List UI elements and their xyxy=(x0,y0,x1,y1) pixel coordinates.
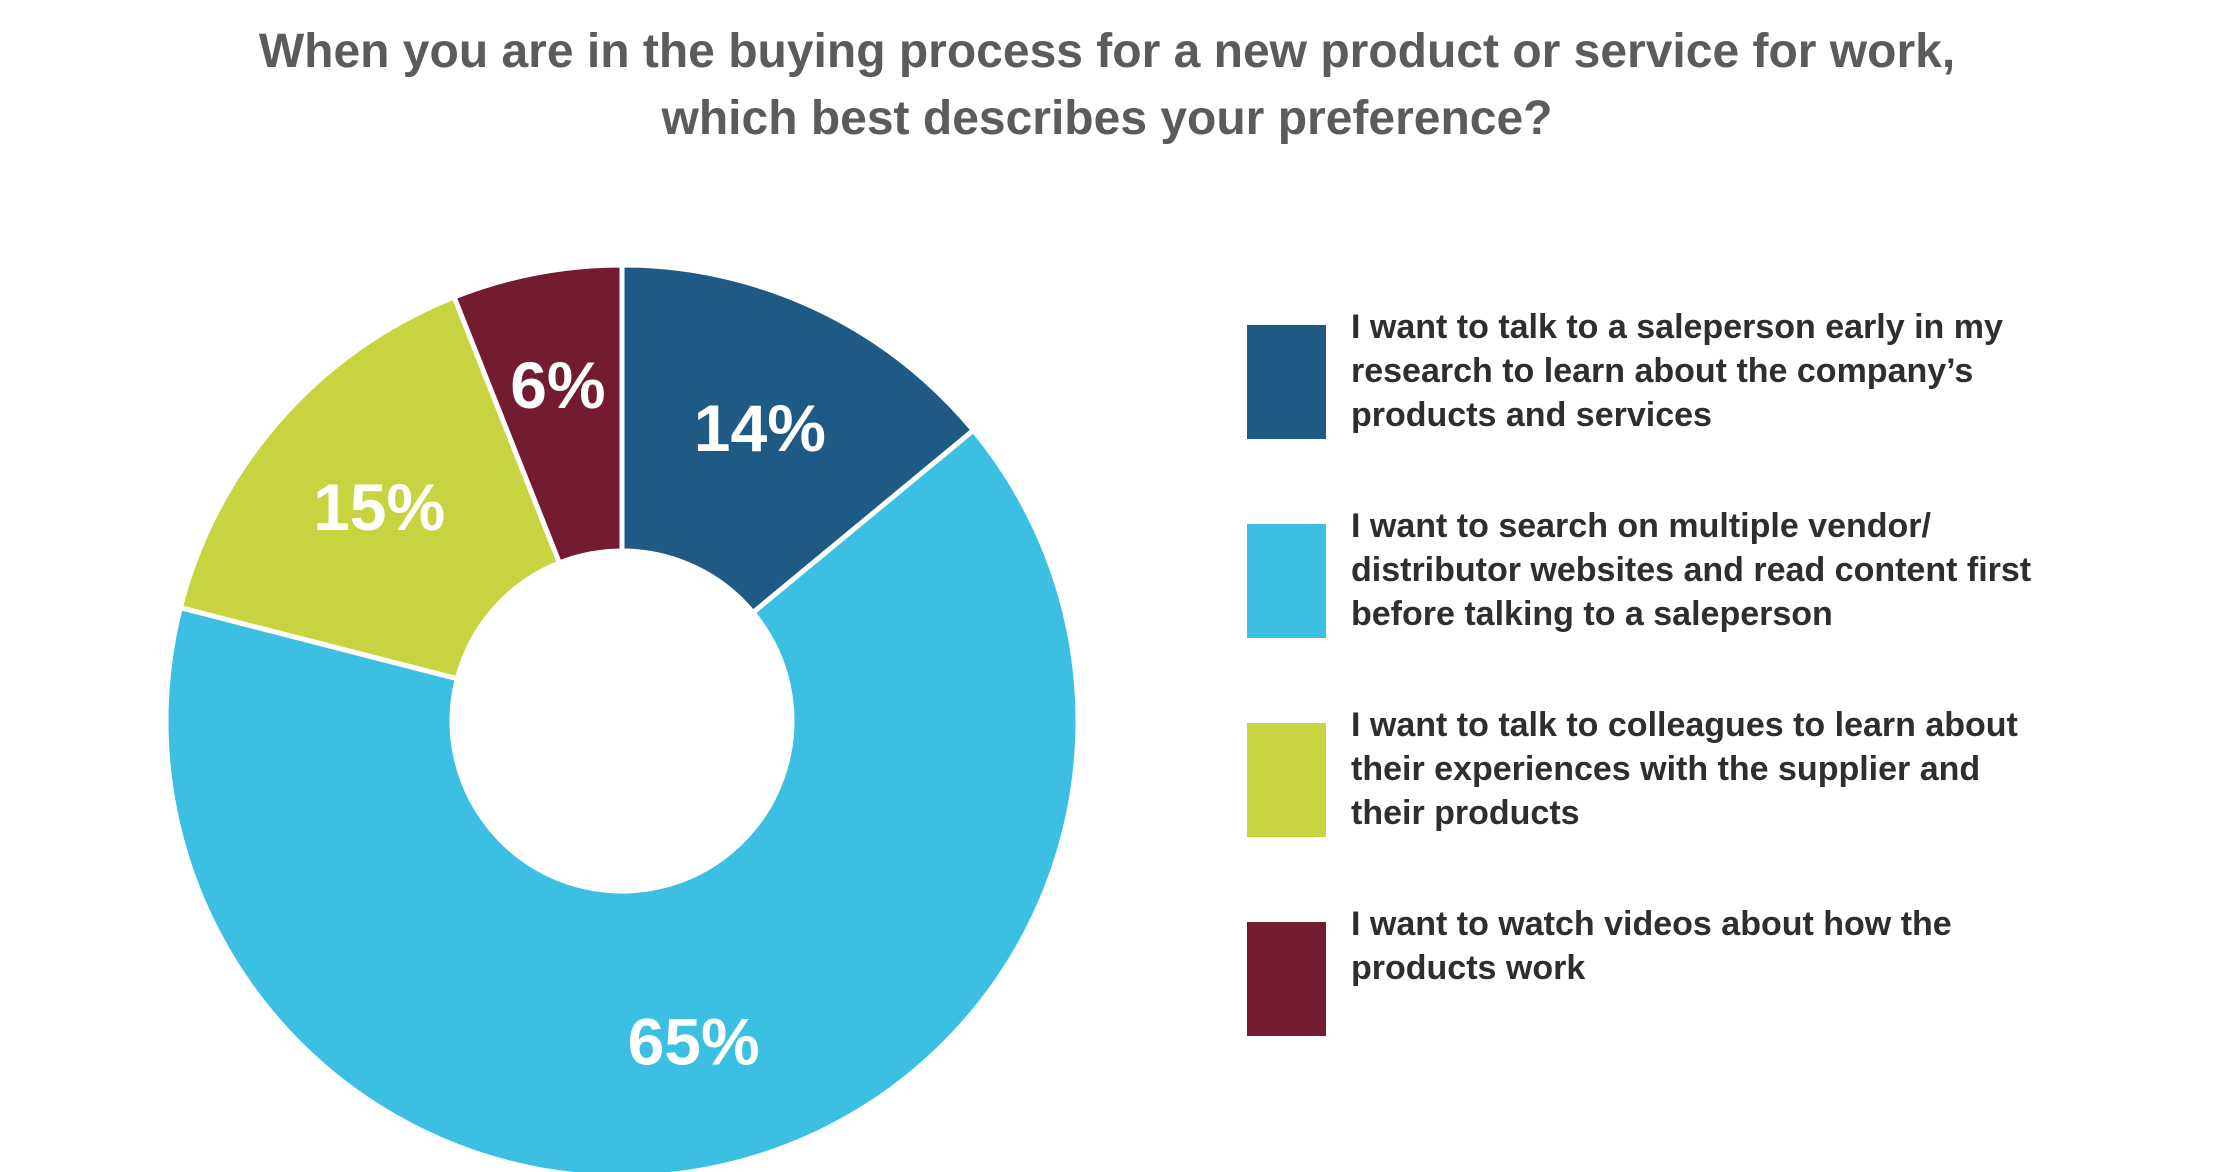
chart-title: When you are in the buying process for a… xyxy=(0,18,2214,152)
legend-swatch-talk-to-colleagues xyxy=(1247,723,1326,837)
legend-label-search-vendor-websites: I want to search on multiple vendor/ dis… xyxy=(1351,504,2181,636)
legend-label-line: I want to watch videos about how the xyxy=(1351,905,1952,943)
legend-label-line: research to learn about the company’s xyxy=(1351,352,1974,390)
legend-item-search-vendor-websites: I want to search on multiple vendor/ dis… xyxy=(1247,504,2177,638)
legend-label-line: I want to search on multiple vendor/ xyxy=(1351,507,1931,545)
legend-label-line: I want to talk to colleagues to learn ab… xyxy=(1351,706,2018,744)
legend-label-salesperson-early: I want to talk to a saleperson early in … xyxy=(1351,305,2181,437)
legend-item-salesperson-early: I want to talk to a saleperson early in … xyxy=(1247,305,2177,439)
data-label-talk-to-colleagues: 15% xyxy=(313,470,445,544)
data-label-watch-videos: 6% xyxy=(510,348,605,422)
legend-label-line: their experiences with the supplier and xyxy=(1351,750,1981,788)
legend-label-line: before talking to a saleperson xyxy=(1351,595,1833,633)
legend-item-talk-to-colleagues: I want to talk to colleagues to learn ab… xyxy=(1247,703,2177,837)
donut-slice-watch-videos xyxy=(450,262,625,567)
legend-label-line: products and services xyxy=(1351,396,1712,434)
donut-slice-talk-to-colleagues xyxy=(177,293,563,682)
data-label-search-vendor-websites: 65% xyxy=(628,1004,760,1078)
legend-swatch-watch-videos xyxy=(1247,922,1326,1036)
legend-swatch-salesperson-early xyxy=(1247,325,1326,439)
legend-item-watch-videos: I want to watch videos about how the pro… xyxy=(1247,902,2177,1036)
legend-label-line: their products xyxy=(1351,794,1580,832)
legend-label-line: distributor websites and read content fi… xyxy=(1351,551,2032,589)
data-label-salesperson-early: 14% xyxy=(694,391,826,465)
legend-label-line: I want to talk to a saleperson early in … xyxy=(1351,308,2003,346)
legend-label-watch-videos: I want to watch videos about how the pro… xyxy=(1351,902,2181,990)
legend-swatch-search-vendor-websites xyxy=(1247,524,1326,638)
chart-title-line-2: which best describes your preference? xyxy=(661,92,1553,145)
donut-slice-search-vendor-websites xyxy=(163,426,1081,1172)
chart-title-line-1: When you are in the buying process for a… xyxy=(258,25,1956,78)
donut-slice-salesperson-early xyxy=(619,262,977,617)
legend-label-talk-to-colleagues: I want to talk to colleagues to learn ab… xyxy=(1351,703,2181,835)
legend-label-line: products work xyxy=(1351,949,1586,987)
